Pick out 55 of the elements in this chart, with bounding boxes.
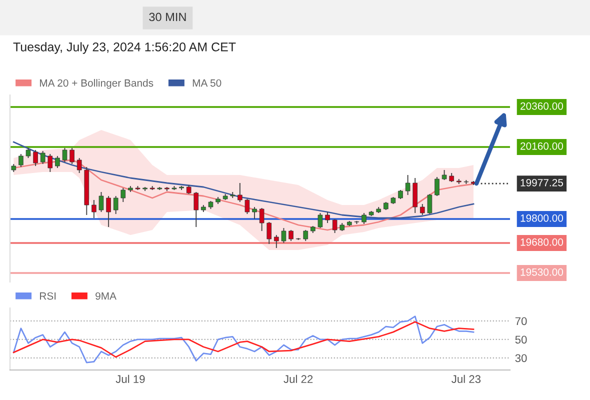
candlestick — [62, 148, 68, 162]
candlestick — [266, 222, 272, 244]
candlestick — [420, 204, 425, 216]
candlestick — [274, 234, 279, 248]
candlestick — [434, 176, 440, 196]
legend-label: 9MA — [96, 292, 116, 300]
candlestick — [412, 178, 418, 214]
candlestick — [288, 230, 294, 242]
candlestick — [244, 198, 250, 214]
candlestick — [238, 182, 242, 202]
line-series — [12, 321, 474, 358]
candlestick — [194, 192, 199, 228]
candlestick — [33, 150, 38, 166]
candlestick — [18, 154, 24, 168]
x-tick-label: Jul 23 — [452, 374, 481, 384]
legend-label: MA 50 — [192, 79, 222, 87]
ref-line-label: 19800.00 — [520, 214, 564, 222]
candlestick — [76, 158, 82, 174]
candlestick — [92, 200, 96, 218]
candlestick — [55, 156, 60, 168]
candlestick — [427, 194, 432, 214]
text: 30 MIN — [149, 12, 186, 22]
chart-subtitle: Tuesday, July 23, 2024 1:56:20 AM CET — [13, 42, 236, 54]
candlestick — [332, 218, 338, 234]
ref-line-label: 19680.00 — [520, 238, 564, 246]
candlestick — [362, 212, 366, 224]
candlestick — [113, 196, 118, 214]
candlestick — [318, 212, 323, 228]
ref-line-label: 20360.00 — [520, 102, 564, 110]
ref-line-label: 20160.00 — [520, 142, 564, 150]
candlestick — [259, 208, 264, 232]
candlestick — [325, 212, 330, 224]
candlestick — [98, 192, 104, 212]
candlestick — [281, 228, 286, 244]
candlestick — [70, 148, 74, 164]
candlestick — [186, 184, 192, 194]
x-tick-label: Jul 19 — [116, 374, 145, 384]
candlestick — [106, 196, 111, 228]
line-series — [12, 316, 474, 364]
legend-label: RSI — [40, 292, 56, 300]
y-tick-label: 30 — [515, 354, 527, 362]
candlestick — [120, 188, 126, 202]
candlestick — [40, 150, 46, 164]
y-tick-label: 50 — [515, 336, 527, 344]
candlestick — [303, 230, 308, 242]
x-tick-label: Jul 22 — [284, 374, 313, 384]
candlestick — [26, 148, 31, 158]
candlestick — [405, 174, 410, 196]
y-tick-label: 70 — [515, 317, 527, 326]
candlestick — [442, 170, 447, 180]
candlestick — [252, 206, 257, 220]
ref-line-label: 19977.25 — [520, 178, 564, 186]
ref-line-label: 19530.00 — [520, 268, 564, 276]
legend-label: MA 20 + Bollinger Bands — [40, 79, 154, 89]
candlestick — [48, 154, 53, 172]
